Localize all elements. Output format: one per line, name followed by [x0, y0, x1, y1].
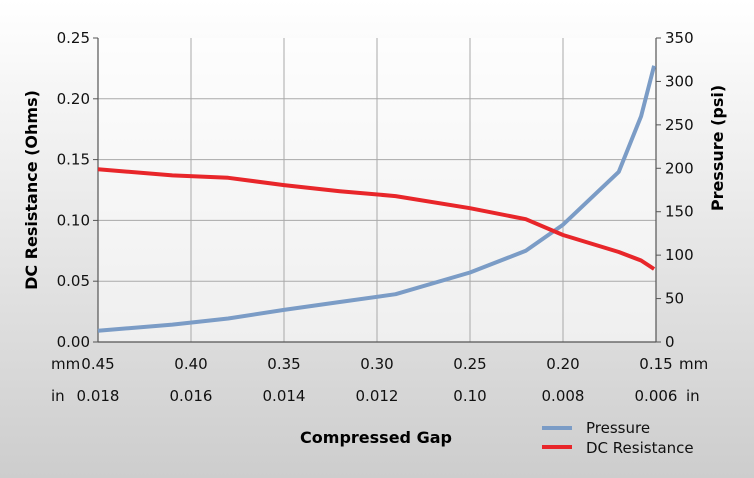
- y-right-axis-title: Pressure (psi): [708, 85, 727, 211]
- x-tick-label-in: 0.018: [77, 387, 120, 405]
- x-unit-mm-right: mm: [679, 355, 708, 373]
- x-tick-label-mm: 0.45: [81, 355, 114, 373]
- x-tick-label-in: 0.014: [263, 387, 306, 405]
- y-right-tick-label: 150: [665, 203, 694, 221]
- x-tick-label-mm: 0.15: [639, 355, 672, 373]
- x-tick-label-in: 0.006: [635, 387, 678, 405]
- x-unit-in-left: in: [51, 387, 65, 405]
- grid-lines: [98, 38, 656, 342]
- x-tick-label-in: 0.008: [542, 387, 585, 405]
- x-unit-mm-left: mm: [51, 355, 80, 373]
- y-right-tick-label: 0: [665, 333, 675, 351]
- x-tick-label-in: 0.012: [356, 387, 399, 405]
- y-right-tick-label: 350: [665, 29, 694, 47]
- x-tick-label-in: 0.10: [453, 387, 486, 405]
- x-tick-label-mm: 0.20: [546, 355, 579, 373]
- tick-labels: 0.45 0.018 0.40 0.016 0.35 0.014 0.30 0.012 0.25…: [57, 29, 694, 405]
- y-right-tick-label: 300: [665, 72, 694, 90]
- x-unit-in-right: in: [686, 387, 700, 405]
- x-tick-label-mm: 0.40: [174, 355, 207, 373]
- x-tick-label-mm: 0.35: [267, 355, 300, 373]
- legend: Pressure DC Resistance: [542, 419, 694, 457]
- series-line-dc-resistance: [97, 167, 656, 271]
- x-tick-label-in: 0.016: [170, 387, 213, 405]
- x-tick-label-mm: 0.30: [360, 355, 393, 373]
- series-line-pressure: [97, 65, 657, 333]
- y-left-tick-label: 0.10: [57, 211, 90, 229]
- x-tick-label-mm: 0.25: [453, 355, 486, 373]
- axes: [93, 37, 661, 343]
- y-left-tick-label: 0.05: [57, 272, 90, 290]
- y-left-tick-label: 0.15: [57, 151, 90, 169]
- y-right-tick-label: 200: [665, 159, 694, 177]
- y-left-axis-title: DC Resistance (Ohms): [22, 90, 41, 290]
- legend-label-pressure: Pressure: [586, 419, 650, 437]
- legend-label-dc-resistance: DC Resistance: [586, 439, 694, 457]
- series-group: [97, 65, 657, 333]
- y-left-tick-label: 0.00: [57, 333, 90, 351]
- y-left-tick-label: 0.25: [57, 29, 90, 47]
- x-axis-title: Compressed Gap: [300, 428, 452, 447]
- y-right-tick-label: 250: [665, 116, 694, 134]
- y-right-tick-label: 50: [665, 290, 684, 308]
- y-left-tick-label: 0.20: [57, 90, 90, 108]
- y-right-tick-label: 100: [665, 246, 694, 264]
